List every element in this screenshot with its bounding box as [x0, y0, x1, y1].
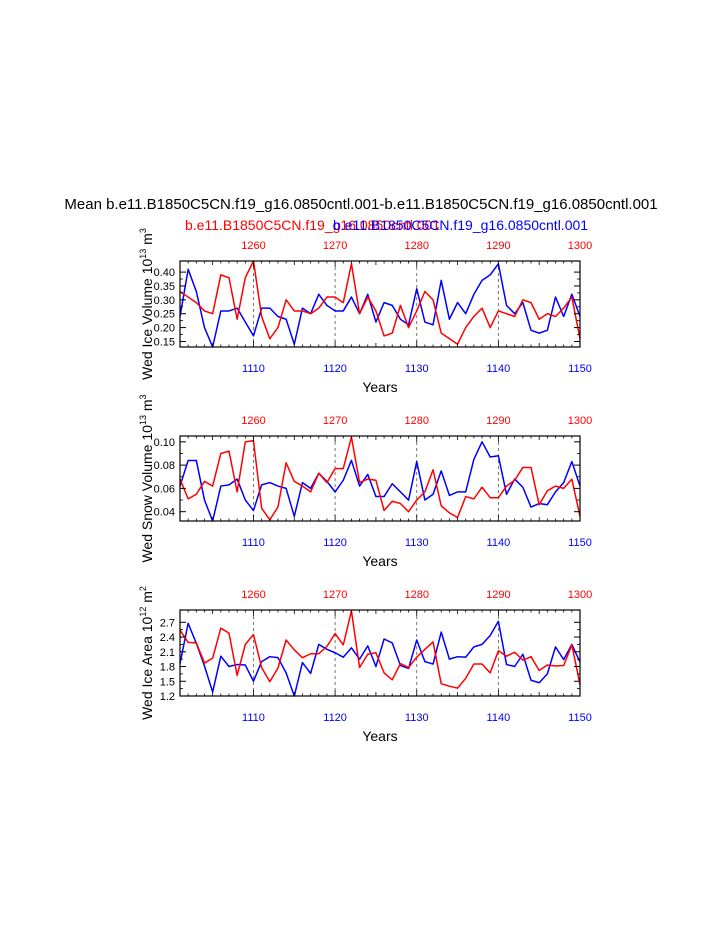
- y-label-exp: 13: [138, 249, 148, 259]
- series-line-blue: [179, 263, 581, 348]
- y-tick-label: 2.4: [160, 632, 175, 644]
- y-tick-label: 0.30: [154, 295, 175, 307]
- y-tick-label: 0.08: [154, 460, 175, 472]
- y-axis-label: Wed Ice Volume 1013 m3: [138, 228, 155, 380]
- panel-2: 0.04 0.06 0.08 0.10 1110 1120 1130 1140 1150 1260…: [138, 394, 592, 569]
- y-label-unit: m: [139, 233, 155, 249]
- x-bottom-tick-label: 1150: [568, 712, 592, 724]
- plot-frame: [179, 435, 581, 522]
- plot-frame: [179, 260, 581, 348]
- panels: 0.150.20 0.25 0.30 0.35 0.40 1110 1120 1130 1140…: [138, 228, 592, 744]
- x-bottom-tick-label: 1110: [242, 537, 265, 549]
- panel-1: 0.150.20 0.25 0.30 0.35 0.40 1110 1120 1130 1140…: [138, 228, 592, 395]
- y-label-exp: 13: [138, 415, 148, 425]
- y-tick-label: 1.2: [160, 691, 175, 703]
- x-top-tick-label: 1270: [323, 240, 347, 252]
- x-top-tick-label: 1270: [323, 589, 347, 601]
- x-bottom-tick-label: 1140: [487, 537, 511, 549]
- x-bottom-tick-label: 1130: [405, 363, 429, 375]
- y-tick-label: 1.5: [160, 676, 175, 688]
- y-tick-label: 0.20: [154, 323, 175, 335]
- x-top-tick-label: 1280: [404, 415, 428, 427]
- x-top-tick-label: 1280: [404, 589, 428, 601]
- y-tick-label: 0.25: [154, 309, 175, 321]
- y-label-unit: m: [139, 399, 155, 415]
- y-label-unit: m: [139, 591, 155, 607]
- x-top-tick-label: 1290: [486, 240, 510, 252]
- x-top-tick-label: 1280: [404, 240, 428, 252]
- x-axis-label: Years: [362, 553, 397, 569]
- y-label-exp: 12: [138, 607, 148, 617]
- y-tick-label: 0.15: [154, 336, 175, 348]
- series-line-red: [179, 610, 581, 689]
- x-top-tick-label: 1300: [568, 415, 592, 427]
- series-line-red: [179, 436, 581, 521]
- y-label-main: Wed Snow Volume 10: [139, 425, 155, 563]
- x-bottom-tick-label: 1130: [405, 712, 429, 724]
- x-bottom-tick-label: 1120: [323, 712, 347, 724]
- x-top-tick-label: 1300: [568, 589, 592, 601]
- x-bottom-tick-label: 1140: [487, 712, 511, 724]
- y-tick-label: 2.1: [160, 647, 175, 659]
- x-bottom-tick-label: 1110: [242, 363, 265, 375]
- x-top-tick-label: 1290: [486, 589, 510, 601]
- x-bottom-tick-label: 1120: [323, 537, 347, 549]
- chart-title: Mean b.e11.B1850C5CN.f19_g16.0850cntl.00…: [64, 196, 657, 213]
- x-top-tick-label: 1260: [241, 415, 265, 427]
- y-label-unit-exp: 3: [138, 228, 148, 233]
- y-tick-label: 0.40: [154, 267, 175, 279]
- series-line-blue: [179, 620, 581, 697]
- x-bottom-tick-label: 1120: [323, 363, 347, 375]
- y-tick-label: 0.10: [154, 437, 175, 449]
- y-tick-label: 1.8: [160, 662, 175, 674]
- plot-frame: [179, 609, 581, 697]
- y-label-main: Wed Ice Volume 10: [139, 259, 155, 380]
- x-top-tick-label: 1260: [241, 589, 265, 601]
- legend-red-label: b.e11.B1850C5CN.f19_g16.0850cntl.001: [185, 217, 440, 233]
- y-axis-label: Wed Ice Area 1012 m2: [138, 586, 155, 720]
- panel-3: 1.2 1.5 1.8 2.1 2.4 2.7 1110 1120 1130 1140 1150 12…: [138, 586, 592, 744]
- x-bottom-tick-label: 1140: [487, 363, 511, 375]
- x-top-tick-label: 1260: [241, 240, 265, 252]
- series-line-red: [179, 260, 581, 345]
- x-top-tick-label: 1270: [323, 415, 347, 427]
- y-tick-label: 0.06: [154, 483, 175, 495]
- y-label-main: Wed Ice Area 10: [139, 616, 155, 719]
- x-bottom-tick-label: 1110: [242, 712, 265, 724]
- x-top-tick-label: 1300: [568, 240, 592, 252]
- x-bottom-tick-label: 1130: [405, 537, 429, 549]
- y-axis-label: Wed Snow Volume 1013 m3: [138, 394, 155, 562]
- x-bottom-tick-label: 1150: [568, 537, 592, 549]
- legend-blue-label: b.e11.B1850C5CN.f19_g16.0850cntl.001: [333, 217, 588, 233]
- x-axis-label: Years: [362, 379, 397, 395]
- x-axis-label: Years: [362, 728, 397, 744]
- x-bottom-tick-label: 1150: [568, 363, 592, 375]
- x-top-tick-label: 1290: [486, 415, 510, 427]
- y-tick-label: 0.35: [154, 281, 175, 293]
- y-label-unit-exp: 3: [138, 394, 148, 399]
- series-line-blue: [179, 441, 581, 522]
- y-tick-label: 2.7: [160, 617, 175, 629]
- y-tick-label: 0.04: [154, 507, 175, 519]
- y-label-unit-exp: 2: [138, 586, 148, 591]
